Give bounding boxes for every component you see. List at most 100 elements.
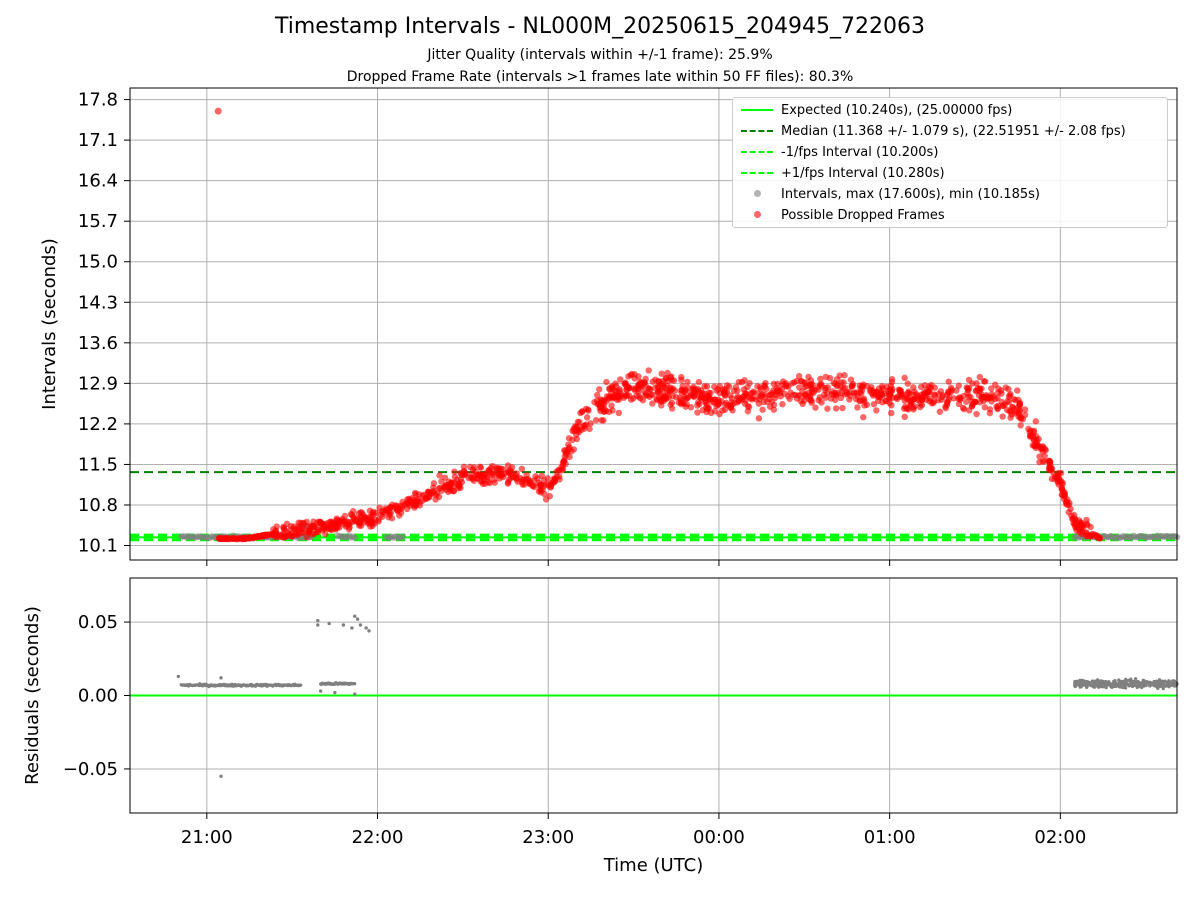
bottom-points (176, 614, 1179, 778)
dropped-frame-point (976, 373, 983, 381)
dropped-frame-point (388, 515, 396, 522)
dropped-frame-point (793, 395, 801, 402)
dropped-frame-point (817, 375, 824, 383)
dropped-frame-point (1036, 453, 1043, 460)
dropped-frame-point (649, 400, 656, 407)
dropped-frame-point (1012, 397, 1019, 404)
dropped-frame-point (692, 386, 699, 393)
dropped-frame-point (432, 496, 439, 503)
residual-point (1149, 681, 1153, 685)
dropped-frame-point (860, 414, 867, 421)
legend-item-median: Median (11.368 +/- 1.079 s), (22.51951 +… (741, 121, 1126, 141)
dropped-frame-point (425, 489, 433, 496)
residual-point (353, 682, 357, 686)
dropped-frame-point (645, 367, 652, 374)
dropped-frame-point (1096, 535, 1103, 542)
dropped-frame-point (798, 378, 805, 385)
dropped-frame-point (981, 404, 989, 411)
dropped-frame-point (222, 535, 230, 542)
legend-label-intervals: Intervals, max (17.600s), min (10.185s) (781, 186, 1040, 202)
dropped-frame-point (953, 387, 960, 394)
dropped-frame-point (345, 525, 353, 533)
dropped-frame-point (856, 382, 864, 389)
residual-point (1118, 681, 1122, 685)
legend-item-dropped: Possible Dropped Frames (741, 205, 945, 225)
dropped-frame-point (1060, 495, 1068, 503)
dropped-frame-point (874, 397, 882, 404)
dropped-frame-point (738, 378, 746, 386)
dropped-frame-point (695, 378, 703, 386)
top-y-tick-label: 16.4 (78, 171, 118, 192)
residual-point (1142, 679, 1146, 683)
dropped-frame-point (549, 479, 556, 486)
dropped-frame-point (986, 409, 994, 417)
dropped-frame-point (839, 404, 846, 412)
dropped-frame-point (730, 387, 738, 395)
dropped-frame-point (841, 372, 848, 379)
dropped-frame-point (280, 525, 288, 533)
dropped-frame-point (404, 496, 411, 503)
dropped-frame-point (684, 378, 691, 386)
dropped-frame-point (616, 386, 623, 393)
bottom-y-tick-label: 0.00 (78, 686, 118, 707)
dropped-frame-point (888, 402, 895, 409)
legend-label-dropped: Possible Dropped Frames (781, 207, 945, 223)
dropped-frame-point (721, 401, 729, 408)
dropped-frame-point (523, 471, 530, 479)
residual-point (1141, 682, 1146, 686)
dropped-frame-point (445, 488, 452, 496)
dropped-frame-point (894, 393, 902, 400)
residual-point (1123, 681, 1128, 686)
dropped-frame-point (713, 387, 720, 394)
residual-point (1161, 681, 1165, 685)
dropped-frame-point (553, 468, 560, 475)
dropped-frame-point (587, 420, 594, 427)
dropped-frame-point (727, 404, 735, 411)
interval-point (399, 533, 407, 540)
dropped-frame-point (832, 396, 839, 404)
dropped-frame-point (741, 389, 749, 397)
dropped-frame-point (904, 380, 911, 387)
dropped-frame-point (239, 535, 246, 543)
dropped-frame-point (806, 396, 813, 403)
dropped-frame-point (346, 521, 353, 528)
dropped-frame-point (1046, 465, 1054, 472)
residual-point (1118, 685, 1122, 689)
residual-outlier (176, 674, 181, 679)
residual-point (1096, 681, 1100, 686)
x-axis-label: Time (UTC) (603, 855, 704, 876)
dropped-frame-point (570, 446, 578, 453)
dropped-frame-point (608, 395, 616, 402)
dropped-frame-point (671, 387, 679, 394)
dropped-frame-point (546, 492, 553, 500)
dropped-frame-point (763, 385, 770, 393)
dropped-frame-point (980, 397, 987, 405)
residual-point (1148, 684, 1152, 688)
dropped-frame-point (415, 491, 423, 498)
residual-outlier (341, 623, 346, 627)
dropped-frame-point (375, 516, 382, 523)
dropped-frame-point (519, 481, 526, 488)
dropped-frame-point (347, 511, 355, 518)
chart-title: Timestamp Intervals - NL000M_20250615_20… (274, 14, 926, 39)
top-y-tick-label: 13.6 (78, 333, 118, 354)
residual-outlier (318, 689, 323, 693)
dropped-frame-point (608, 402, 615, 409)
dropped-frame-point (615, 393, 622, 400)
dropped-frame-point (976, 387, 983, 395)
residual-point (1077, 683, 1081, 687)
dropped-frame-point (822, 373, 830, 381)
dropped-frame-point (513, 470, 520, 477)
dropped-frame-point (1038, 444, 1045, 452)
dropped-frame-point (592, 417, 600, 424)
residual-point (1102, 680, 1106, 684)
dropped-frame-point (1058, 484, 1065, 492)
dropped-frame-point (356, 522, 363, 529)
dropped-frame-point (660, 393, 667, 401)
top-points (178, 107, 1181, 543)
dropped-frame-point (931, 391, 938, 398)
dropped-frame-point (577, 409, 584, 417)
dropped-frame-point (910, 391, 917, 398)
dropped-frame-point (1065, 501, 1072, 509)
dropped-frame-point (474, 472, 482, 479)
